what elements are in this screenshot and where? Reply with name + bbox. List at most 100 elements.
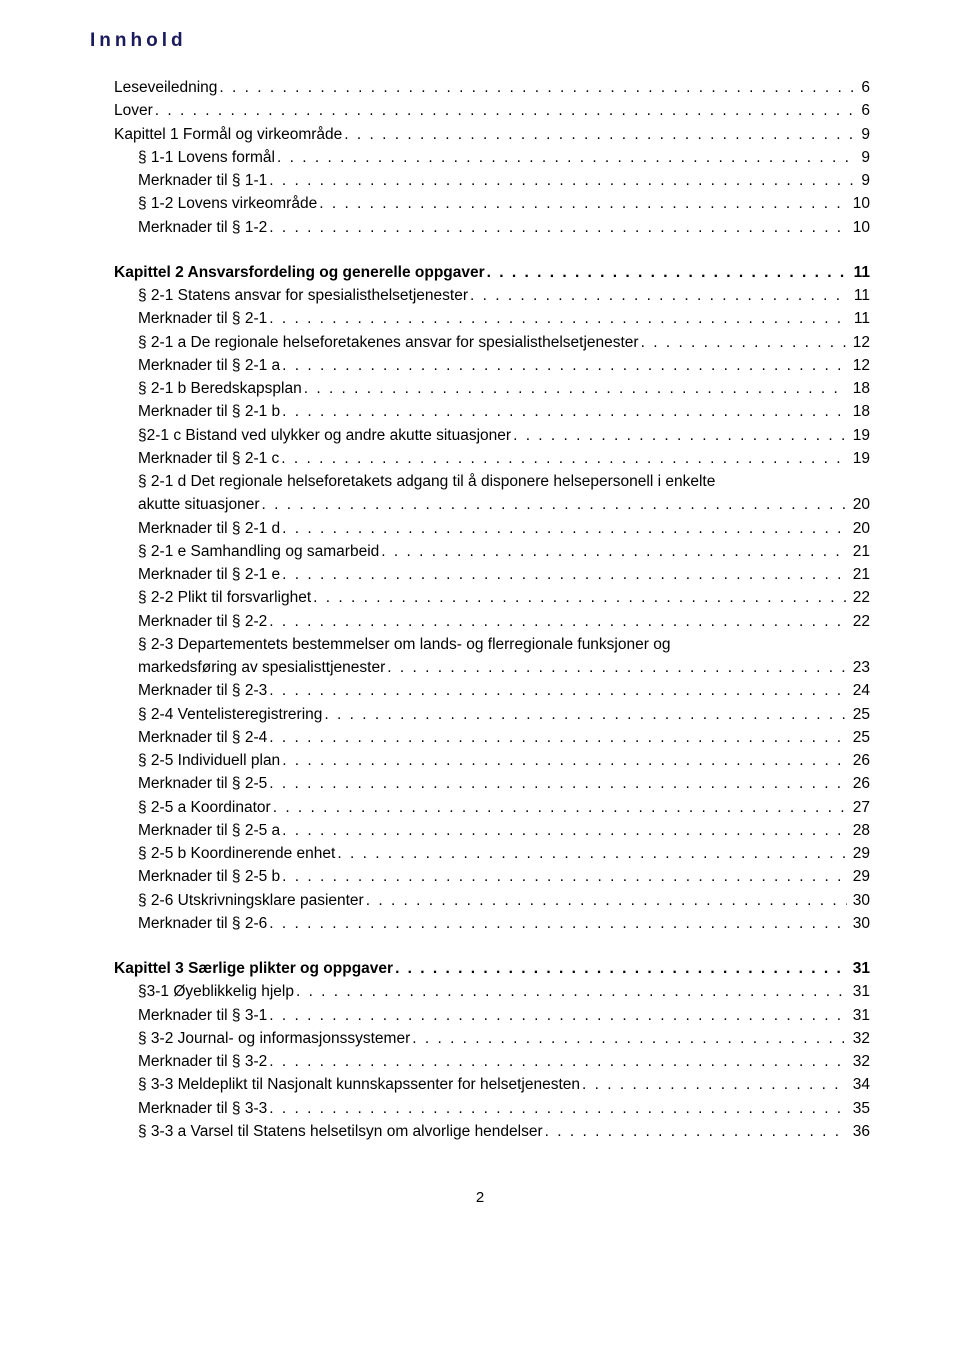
footer-page-number: 2 — [90, 1189, 870, 1206]
toc-dot-leader — [282, 563, 847, 586]
toc-page-number: 28 — [849, 819, 870, 842]
toc-container: Leseveiledning6Lover6Kapittel 1 Formål o… — [90, 76, 870, 1143]
toc-page-number: 29 — [849, 865, 870, 888]
toc-entry: Merknader til § 2-222 — [90, 610, 870, 633]
toc-label: Kapittel 1 Formål og virkeområde — [114, 123, 342, 146]
toc-entry: Kapittel 1 Formål og virkeområde9 — [90, 123, 870, 146]
toc-label: Merknader til § 3-3 — [138, 1097, 267, 1120]
toc-entry: Merknader til § 2-111 — [90, 307, 870, 330]
toc-label: Merknader til § 2-5 a — [138, 819, 280, 842]
toc-label: § 3-3 a Varsel til Statens helsetilsyn o… — [138, 1120, 543, 1143]
toc-entry: § 2-1 Statens ansvar for spesialisthelse… — [90, 284, 870, 307]
toc-entry: § 3-2 Journal- og informasjonssystemer 32 — [90, 1027, 870, 1050]
toc-dot-leader — [282, 819, 847, 842]
toc-entry: Merknader til § 3-131 — [90, 1004, 870, 1027]
page-title: Innhold — [90, 30, 870, 52]
toc-label: § 1-1 Lovens formål — [138, 146, 275, 169]
toc-page-number: 12 — [849, 354, 870, 377]
toc-dot-leader — [269, 1004, 847, 1027]
toc-dot-leader — [219, 76, 855, 99]
toc-entry: markedsføring av spesialisttjenester 23 — [90, 656, 870, 679]
toc-page-number: 25 — [849, 703, 870, 726]
toc-page-number: 19 — [849, 424, 870, 447]
toc-page-number: 30 — [849, 912, 870, 935]
toc-entry: § 1-1 Lovens formål 9 — [90, 146, 870, 169]
toc-dot-leader — [319, 192, 847, 215]
toc-dot-leader — [269, 679, 847, 702]
toc-label: § 2-1 Statens ansvar for spesialisthelse… — [138, 284, 468, 307]
toc-label: § 2-1 d Det regionale helseforetakets ad… — [138, 470, 715, 493]
toc-dot-leader — [269, 169, 855, 192]
toc-spacer — [90, 935, 870, 957]
toc-dot-leader — [313, 586, 847, 609]
toc-label: akutte situasjoner — [138, 493, 260, 516]
toc-entry: § 2-2 Plikt til forsvarlighet 22 — [90, 586, 870, 609]
toc-dot-leader — [487, 261, 848, 284]
toc-dot-leader — [269, 772, 847, 795]
toc-dot-leader — [269, 307, 848, 330]
toc-label: markedsføring av spesialisttjenester — [138, 656, 385, 679]
toc-entry: Merknader til § 2-1 a 12 — [90, 354, 870, 377]
toc-page-number: 32 — [849, 1027, 870, 1050]
toc-page-number: 9 — [857, 146, 870, 169]
toc-page-number: 11 — [850, 284, 870, 307]
toc-label: § 3-2 Journal- og informasjonssystemer — [138, 1027, 410, 1050]
toc-page-number: 26 — [849, 749, 870, 772]
toc-label: § 2-6 Utskrivningsklare pasienter — [138, 889, 364, 912]
toc-dot-leader — [269, 1050, 847, 1073]
toc-entry: Merknader til § 2-1 d20 — [90, 517, 870, 540]
toc-dot-leader — [282, 749, 847, 772]
toc-label: Merknader til § 2-1 a — [138, 354, 280, 377]
toc-label: Merknader til § 3-2 — [138, 1050, 267, 1073]
toc-entry: Merknader til § 2-6 30 — [90, 912, 870, 935]
toc-entry: Merknader til § 2-526 — [90, 772, 870, 795]
toc-page-number: 22 — [849, 586, 870, 609]
toc-entry: Merknader til § 3-2 32 — [90, 1050, 870, 1073]
toc-dot-leader — [470, 284, 848, 307]
toc-entry: § 2-5 a Koordinator 27 — [90, 796, 870, 819]
toc-entry: Merknader til § 2-1 e21 — [90, 563, 870, 586]
toc-entry: § 3-3 a Varsel til Statens helsetilsyn o… — [90, 1120, 870, 1143]
toc-label: § 2-2 Plikt til forsvarlighet — [138, 586, 311, 609]
toc-page-number: 6 — [857, 99, 870, 122]
toc-page-number: 25 — [849, 726, 870, 749]
toc-label: Merknader til § 2-6 — [138, 912, 267, 935]
toc-label: Merknader til § 2-1 — [138, 307, 267, 330]
toc-page-number: 32 — [849, 1050, 870, 1073]
toc-page-number: 9 — [857, 169, 870, 192]
toc-dot-leader — [281, 447, 846, 470]
toc-dot-leader — [277, 146, 855, 169]
toc-label: § 2-5 a Koordinator — [138, 796, 271, 819]
toc-label: Merknader til § 2-1 d — [138, 517, 280, 540]
toc-dot-leader — [582, 1073, 847, 1096]
toc-page-number: 23 — [849, 656, 870, 679]
toc-page-number: 19 — [849, 447, 870, 470]
toc-dot-leader — [282, 517, 847, 540]
toc-dot-leader — [395, 957, 847, 980]
toc-page-number: 27 — [849, 796, 870, 819]
toc-page-number: 21 — [849, 563, 870, 586]
toc-entry: Merknader til § 2-324 — [90, 679, 870, 702]
toc-label: § 2-1 b Beredskapsplan — [138, 377, 302, 400]
toc-entry: § 2-5 b Koordinerende enhet29 — [90, 842, 870, 865]
toc-entry: § 3-3 Meldeplikt til Nasjonalt kunnskaps… — [90, 1073, 870, 1096]
toc-dot-leader — [412, 1027, 847, 1050]
toc-dot-leader — [324, 703, 846, 726]
toc-label: § 2-1 a De regionale helseforetakenes an… — [138, 331, 639, 354]
toc-page-number: 24 — [849, 679, 870, 702]
toc-label: § 1-2 Lovens virkeområde — [138, 192, 317, 215]
toc-label: § 2-5 b Koordinerende enhet — [138, 842, 335, 865]
toc-dot-leader — [337, 842, 846, 865]
toc-page-number: 11 — [850, 261, 870, 284]
toc-entry: § 1-2 Lovens virkeområde10 — [90, 192, 870, 215]
toc-entry: Merknader til § 2-5 b29 — [90, 865, 870, 888]
toc-dot-leader — [269, 610, 847, 633]
toc-page-number: 31 — [849, 980, 870, 1003]
toc-entry: Merknader til § 2-1 b18 — [90, 400, 870, 423]
toc-entry: Lover6 — [90, 99, 870, 122]
toc-entry: akutte situasjoner20 — [90, 493, 870, 516]
toc-label: Merknader til § 1-2 — [138, 216, 267, 239]
toc-page-number: 10 — [849, 216, 870, 239]
toc-label: Merknader til § 1-1 — [138, 169, 267, 192]
toc-label: § 2-1 e Samhandling og samarbeid — [138, 540, 379, 563]
